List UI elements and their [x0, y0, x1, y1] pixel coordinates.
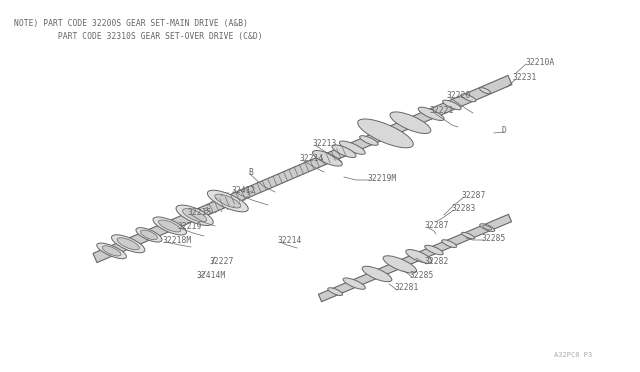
Text: PART CODE 32310S GEAR SET-OVER DRIVE (C&D): PART CODE 32310S GEAR SET-OVER DRIVE (C&… [14, 32, 262, 41]
Text: 32210A: 32210A [526, 58, 556, 67]
Ellipse shape [111, 235, 145, 253]
Text: 32214: 32214 [300, 154, 324, 163]
Ellipse shape [343, 278, 365, 289]
Ellipse shape [136, 228, 162, 242]
Text: 32219M: 32219M [368, 173, 397, 183]
Text: 32285: 32285 [410, 270, 435, 279]
Ellipse shape [328, 288, 342, 295]
Text: 32283: 32283 [452, 203, 476, 212]
Ellipse shape [182, 209, 207, 222]
Ellipse shape [159, 220, 181, 232]
Text: NOTE) PART CODE 32200S GEAR SET-MAIN DRIVE (A&B): NOTE) PART CODE 32200S GEAR SET-MAIN DRI… [14, 19, 248, 28]
Text: 32218M: 32218M [163, 235, 192, 244]
Ellipse shape [312, 151, 342, 166]
Ellipse shape [141, 230, 157, 240]
Ellipse shape [207, 190, 248, 212]
Ellipse shape [215, 194, 241, 208]
Text: 32285: 32285 [482, 234, 506, 243]
Ellipse shape [443, 100, 461, 110]
Ellipse shape [406, 250, 432, 263]
Text: 32221: 32221 [430, 106, 454, 115]
Text: 32231: 32231 [513, 73, 538, 81]
Text: 32287: 32287 [425, 221, 449, 230]
Ellipse shape [339, 141, 365, 154]
Ellipse shape [461, 94, 476, 102]
Ellipse shape [153, 217, 186, 235]
Ellipse shape [97, 243, 127, 259]
Ellipse shape [418, 107, 444, 121]
Text: 32414M: 32414M [197, 272, 227, 280]
Text: 32214: 32214 [278, 235, 302, 244]
Text: 32412: 32412 [232, 186, 257, 195]
Polygon shape [319, 214, 511, 302]
Ellipse shape [102, 246, 121, 256]
Polygon shape [93, 76, 512, 263]
Ellipse shape [117, 238, 140, 250]
Text: 32213: 32213 [313, 138, 337, 148]
Ellipse shape [479, 88, 491, 94]
Text: A32PC0 P3: A32PC0 P3 [554, 352, 592, 358]
Ellipse shape [362, 266, 392, 282]
Text: 32220: 32220 [447, 90, 472, 99]
Ellipse shape [332, 145, 356, 157]
Text: 32215: 32215 [188, 208, 212, 217]
Ellipse shape [176, 205, 213, 225]
Ellipse shape [461, 232, 475, 239]
Text: 32219: 32219 [178, 221, 202, 231]
Text: D: D [502, 125, 507, 135]
Ellipse shape [480, 224, 495, 231]
Ellipse shape [483, 225, 492, 230]
Ellipse shape [442, 240, 456, 247]
Ellipse shape [390, 112, 431, 134]
Text: 32227: 32227 [210, 257, 234, 266]
Ellipse shape [425, 245, 444, 255]
Ellipse shape [358, 119, 413, 148]
Text: 32282: 32282 [425, 257, 449, 266]
Text: B: B [248, 167, 253, 176]
Text: 32281: 32281 [395, 283, 419, 292]
Ellipse shape [360, 136, 378, 145]
Ellipse shape [383, 256, 417, 273]
Text: 32287: 32287 [462, 190, 486, 199]
